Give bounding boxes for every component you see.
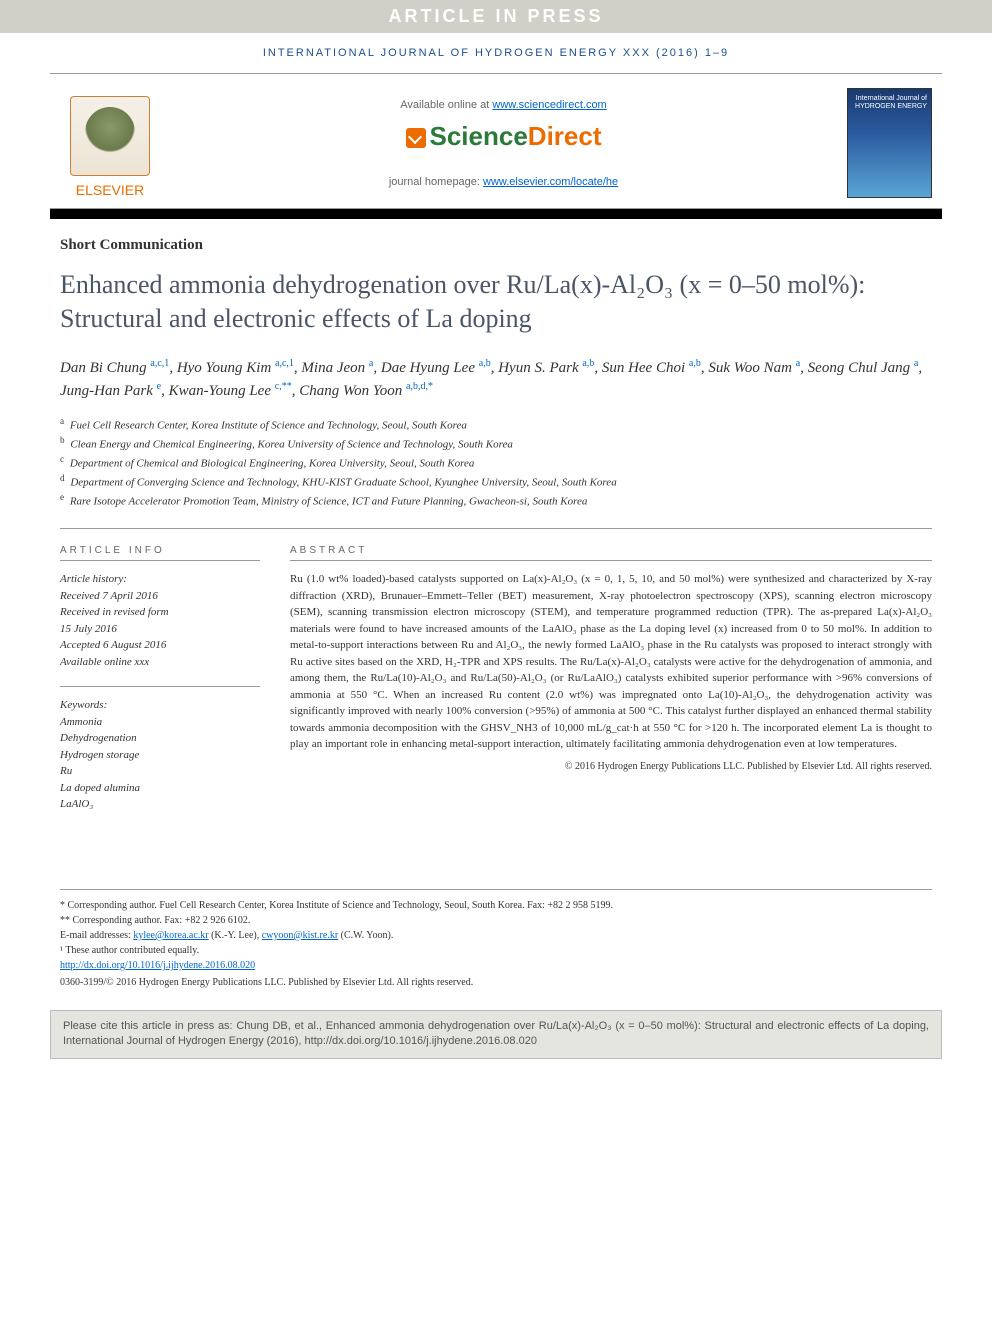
available-prefix: Available online at xyxy=(400,99,492,111)
elsevier-logo[interactable]: ELSEVIER xyxy=(60,88,160,198)
footnotes: * Corresponding author. Fuel Cell Resear… xyxy=(60,889,932,990)
article-title: Enhanced ammonia dehydrogenation over Ru… xyxy=(60,268,932,336)
email-who-1: (K.-Y. Lee), xyxy=(209,930,262,941)
article-info-column: ARTICLE INFO Article history: Received 7… xyxy=(60,545,260,829)
email-label: E-mail addresses: xyxy=(60,930,133,941)
issn-copyright: 0360-3199/© 2016 Hydrogen Energy Publica… xyxy=(60,975,932,990)
keyword-item: Ammonia xyxy=(60,714,260,731)
email-link-1[interactable]: kylee@korea.ac.kr xyxy=(133,930,208,941)
revised-label: Received in revised form xyxy=(60,604,260,621)
keywords-block: Keywords: AmmoniaDehydrogenationHydrogen… xyxy=(60,697,260,813)
cover-title: International Journal of HYDROGEN ENERGY xyxy=(852,95,927,112)
email-link-2[interactable]: cwyoon@kist.re.kr xyxy=(262,930,338,941)
elsevier-text: ELSEVIER xyxy=(76,182,144,198)
elsevier-tree-icon xyxy=(70,96,150,176)
sciencedirect-icon xyxy=(406,128,426,148)
affiliation-item: e Rare Isotope Accelerator Promotion Tea… xyxy=(60,491,932,510)
affiliation-item: c Department of Chemical and Biological … xyxy=(60,453,932,472)
header-center: Available online at www.sciencedirect.co… xyxy=(160,99,847,188)
black-divider xyxy=(50,209,942,219)
affiliation-item: d Department of Converging Science and T… xyxy=(60,472,932,491)
article-info-heading: ARTICLE INFO xyxy=(60,545,260,561)
abstract-copyright: © 2016 Hydrogen Energy Publications LLC.… xyxy=(290,761,932,772)
info-abstract-row: ARTICLE INFO Article history: Received 7… xyxy=(60,528,932,829)
doi-link[interactable]: http://dx.doi.org/10.1016/j.ijhydene.201… xyxy=(60,960,255,971)
abstract-text: Ru (1.0 wt% loaded)-based catalysts supp… xyxy=(290,571,932,753)
accepted-date: Accepted 6 August 2016 xyxy=(60,637,260,654)
info-divider xyxy=(60,686,260,687)
publisher-header: ELSEVIER Available online at www.science… xyxy=(50,73,942,209)
available-online: Available online at www.sciencedirect.co… xyxy=(160,99,847,111)
journal-cover-thumbnail[interactable]: International Journal of HYDROGEN ENERGY xyxy=(847,88,932,198)
article-in-press-banner: ARTICLE IN PRESS xyxy=(0,0,992,33)
affiliation-item: b Clean Energy and Chemical Engineering,… xyxy=(60,434,932,453)
keywords-label: Keywords: xyxy=(60,697,260,714)
equal-contribution: ¹ These author contributed equally. xyxy=(60,943,932,958)
sd-science: Science xyxy=(430,121,528,151)
keyword-item: Hydrogen storage xyxy=(60,747,260,764)
article-content: Short Communication Enhanced ammonia deh… xyxy=(0,219,992,1000)
affiliations-list: a Fuel Cell Research Center, Korea Insti… xyxy=(60,415,932,511)
revised-date: 15 July 2016 xyxy=(60,621,260,638)
journal-reference: INTERNATIONAL JOURNAL OF HYDROGEN ENERGY… xyxy=(0,33,992,67)
keyword-item: Ru xyxy=(60,763,260,780)
email-addresses: E-mail addresses: kylee@korea.ac.kr (K.-… xyxy=(60,928,932,943)
keyword-item: Dehydrogenation xyxy=(60,730,260,747)
sciencedirect-logo[interactable]: ScienceDirect xyxy=(160,121,847,152)
abstract-column: ABSTRACT Ru (1.0 wt% loaded)-based catal… xyxy=(290,545,932,829)
keyword-item: La doped alumina xyxy=(60,780,260,797)
history-label: Article history: xyxy=(60,571,260,588)
corresponding-author-2: ** Corresponding author. Fax: +82 2 926 … xyxy=(60,913,932,928)
affiliation-item: a Fuel Cell Research Center, Korea Insti… xyxy=(60,415,932,434)
homepage-prefix: journal homepage: xyxy=(389,176,483,188)
received-date: Received 7 April 2016 xyxy=(60,588,260,605)
article-history: Article history: Received 7 April 2016 R… xyxy=(60,571,260,670)
authors-list: Dan Bi Chung a,c,1, Hyo Young Kim a,c,1,… xyxy=(60,356,932,403)
citation-box: Please cite this article in press as: Ch… xyxy=(50,1010,942,1059)
corresponding-author-1: * Corresponding author. Fuel Cell Resear… xyxy=(60,898,932,913)
online-date: Available online xxx xyxy=(60,654,260,671)
keyword-item: LaAlO₃ xyxy=(60,796,260,813)
sd-direct: Direct xyxy=(528,121,602,151)
journal-homepage: journal homepage: www.elsevier.com/locat… xyxy=(160,176,847,188)
email-who-2: (C.W. Yoon). xyxy=(338,930,393,941)
sciencedirect-url[interactable]: www.sciencedirect.com xyxy=(492,99,606,111)
abstract-heading: ABSTRACT xyxy=(290,545,932,561)
article-type: Short Communication xyxy=(60,237,932,254)
homepage-url[interactable]: www.elsevier.com/locate/he xyxy=(483,176,618,188)
